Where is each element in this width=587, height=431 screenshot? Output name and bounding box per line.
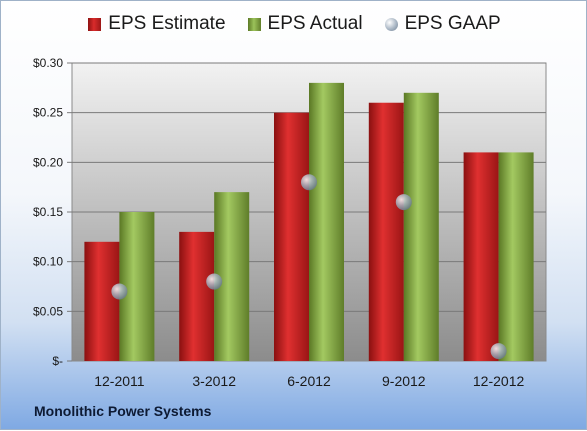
y-tick-label: $0.05 <box>33 304 63 318</box>
bar-eps-estimate <box>274 112 309 362</box>
y-tick-label: $0.25 <box>33 106 63 120</box>
bar-eps-estimate <box>84 241 120 361</box>
y-tick-label: $0.30 <box>33 56 63 70</box>
x-tick-label: 12-2012 <box>473 373 525 389</box>
x-tick-label: 9-2012 <box>382 373 426 389</box>
point-eps-gaap <box>490 343 507 360</box>
legend-item-gaap: EPS GAAP <box>384 13 501 35</box>
legend-swatch-estimate <box>88 17 102 31</box>
point-eps-gaap <box>301 174 317 191</box>
legend-item-estimate: EPS Estimate <box>88 13 226 35</box>
x-tick-label: 3-2012 <box>192 373 236 389</box>
legend-label-gaap: EPS GAAP <box>404 13 501 34</box>
legend-label-actual: EPS Actual <box>267 13 363 34</box>
point-eps-gaap <box>395 194 412 211</box>
legend-swatch-actual <box>247 17 261 31</box>
y-tick-label: $0.15 <box>33 205 63 219</box>
bar-eps-actual <box>403 92 439 362</box>
company-name: Monolithic Power Systems <box>34 403 212 419</box>
point-eps-gaap <box>111 283 128 300</box>
y-tick-label: $- <box>52 354 63 368</box>
legend-swatch-gaap <box>384 17 398 31</box>
x-tick-label: 6-2012 <box>287 373 331 389</box>
bar-eps-actual <box>498 152 534 361</box>
legend-item-actual: EPS Actual <box>247 13 363 35</box>
bar-eps-estimate <box>368 102 404 361</box>
bar-eps-actual <box>309 82 344 361</box>
bar-eps-estimate <box>179 231 215 361</box>
x-tick-label: 12-2011 <box>94 373 145 389</box>
point-eps-gaap <box>206 273 223 290</box>
legend-label-estimate: EPS Estimate <box>108 13 226 34</box>
legend: EPS Estimate EPS Actual EPS GAAP <box>1 13 587 35</box>
bar-eps-estimate <box>463 152 499 361</box>
y-tick-label: $0.20 <box>33 155 63 169</box>
y-tick-label: $0.10 <box>33 255 63 269</box>
